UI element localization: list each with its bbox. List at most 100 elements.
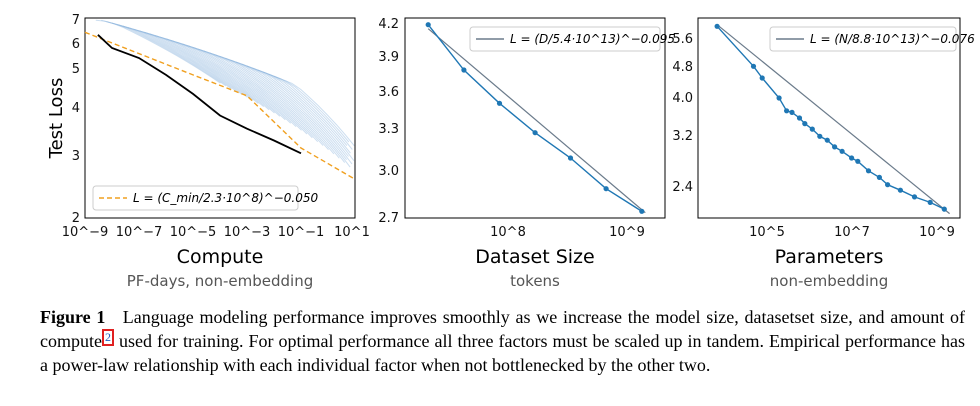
y-tick-label: 4.8: [672, 60, 693, 75]
x-tick-label: 10^−5: [170, 225, 217, 240]
y-tick-label: 2: [72, 211, 80, 226]
learning-curve: [268, 73, 350, 143]
x-tick-label: 10^8: [490, 225, 526, 240]
caption-label: Figure 1: [40, 307, 106, 327]
x-tick-label: 10^1: [334, 225, 370, 240]
y-tick-label: 5.6: [672, 32, 693, 47]
learning-curve: [236, 61, 353, 165]
figure-1: Test Loss 2 3 4 5 6 7 10^−9 10^−7 10^−5 …: [46, 13, 975, 290]
learning-curve: [128, 27, 254, 101]
dataset-plot-frame: [404, 17, 666, 219]
learning-curve: [165, 38, 292, 124]
y-tick-label: 3: [72, 149, 80, 164]
data-point: [809, 126, 815, 132]
learning-curve: [219, 56, 346, 163]
y-tick-label: 3.9: [378, 50, 399, 65]
learning-curve: [192, 47, 319, 143]
data-point: [796, 115, 803, 121]
learning-curve: [111, 22, 237, 93]
data-point: [461, 67, 467, 73]
y-tick-label: 4.2: [378, 17, 399, 32]
fit-line: [716, 24, 950, 215]
learning-curve: [122, 25, 248, 98]
data-point: [911, 194, 918, 200]
dataset-legend: L = (D/5.4·10^13)^−0.095: [469, 26, 675, 52]
learning-curve: [182, 43, 308, 135]
learning-curve: [149, 33, 275, 114]
learning-curve: [273, 75, 355, 147]
y-tick-label: 2.7: [378, 211, 399, 226]
x-tick-label: 10^9: [609, 225, 645, 240]
learning-curve: [209, 52, 335, 155]
data-point: [496, 100, 503, 106]
data-point: [855, 158, 861, 164]
x-tick-label: 10^9: [919, 225, 955, 240]
y-tick-label: 3.2: [672, 129, 693, 144]
caption-text: Language modeling performance improves s…: [40, 307, 965, 351]
legend-label: L = (C_min/2.3·10^8)^−0.050: [133, 191, 318, 205]
y-tick-label: 7: [72, 13, 80, 28]
data-point: [941, 206, 947, 212]
y-tick-label: 6: [72, 37, 80, 52]
y-tick-label: 3.6: [378, 85, 399, 100]
learning-curve: [144, 31, 270, 111]
learning-curve: [203, 50, 329, 151]
dataset-y-ticks: 2.7 3.0 3.3 3.6 3.9 4.2: [378, 17, 399, 226]
parameters-title: Parameters: [775, 246, 884, 268]
x-tick-label: 10^−3: [224, 225, 271, 240]
caption-text-continued: used for training. For optimal performan…: [40, 331, 965, 375]
learning-curve: [133, 28, 259, 104]
y-tick-label: 2.4: [672, 180, 693, 195]
compute-subtitle: PF-days, non-embedding: [127, 272, 313, 290]
legend-label: L = (N/8.8·10^13)^−0.076: [810, 32, 975, 46]
learning-curve: [230, 59, 347, 161]
learning-curve: [117, 24, 243, 95]
y-tick-label: 5: [72, 62, 80, 77]
dataset-subtitle: tokens: [510, 272, 560, 290]
data-point: [865, 168, 872, 174]
y-tick-label: 3.3: [378, 122, 399, 137]
data-point: [849, 155, 855, 161]
y-tick-label: 4.0: [672, 91, 693, 106]
learning-curve: [263, 71, 353, 150]
legend-label: L = (D/5.4·10^13)^−0.095: [510, 32, 675, 46]
footnote-link[interactable]: 2: [101, 329, 114, 346]
learning-curve: [198, 48, 324, 146]
y-tick-label: 4: [72, 101, 80, 116]
learning-curve: [187, 45, 313, 139]
data-point: [567, 155, 574, 161]
x-tick-label: 10^−9: [62, 225, 109, 240]
compute-legend: L = (C_min/2.3·10^8)^−0.050: [92, 185, 318, 211]
fit-line: [427, 28, 646, 214]
learning-curve: [138, 30, 265, 107]
learning-curve: [252, 67, 351, 154]
data-point: [927, 199, 933, 205]
x-tick-label: 10^5: [749, 225, 785, 240]
parameters-y-ticks: 2.4 3.2 4.0 4.8 5.6: [672, 32, 693, 195]
data-point: [817, 133, 823, 139]
data-point: [824, 137, 830, 143]
data-point: [784, 108, 790, 114]
compute-series: [84, 31, 356, 180]
data-point: [876, 174, 883, 180]
data-point: [603, 186, 609, 192]
learning-curve: [160, 36, 286, 121]
y-tick-label: 3.0: [378, 164, 399, 179]
data-point: [839, 148, 845, 154]
dataset-x-ticks: 10^8 10^9: [490, 225, 645, 240]
learning-curve: [155, 35, 281, 117]
x-tick-label: 10^7: [834, 225, 870, 240]
learning-curve: [101, 19, 227, 87]
data-point: [776, 95, 782, 101]
data-point: [759, 75, 765, 81]
dataset-title: Dataset Size: [475, 246, 594, 268]
fit-line: [84, 31, 356, 180]
compute-x-ticks: 10^−9 10^−7 10^−5 10^−3 10^−1 10^1: [62, 225, 370, 240]
learning-curve: [241, 63, 349, 157]
parameters-plot-frame: [697, 17, 961, 219]
data-point: [714, 23, 720, 29]
data-point: [802, 121, 808, 127]
x-tick-label: 10^−1: [278, 225, 325, 240]
learning-curve: [257, 69, 348, 147]
compute-plot-frame: [84, 17, 356, 219]
